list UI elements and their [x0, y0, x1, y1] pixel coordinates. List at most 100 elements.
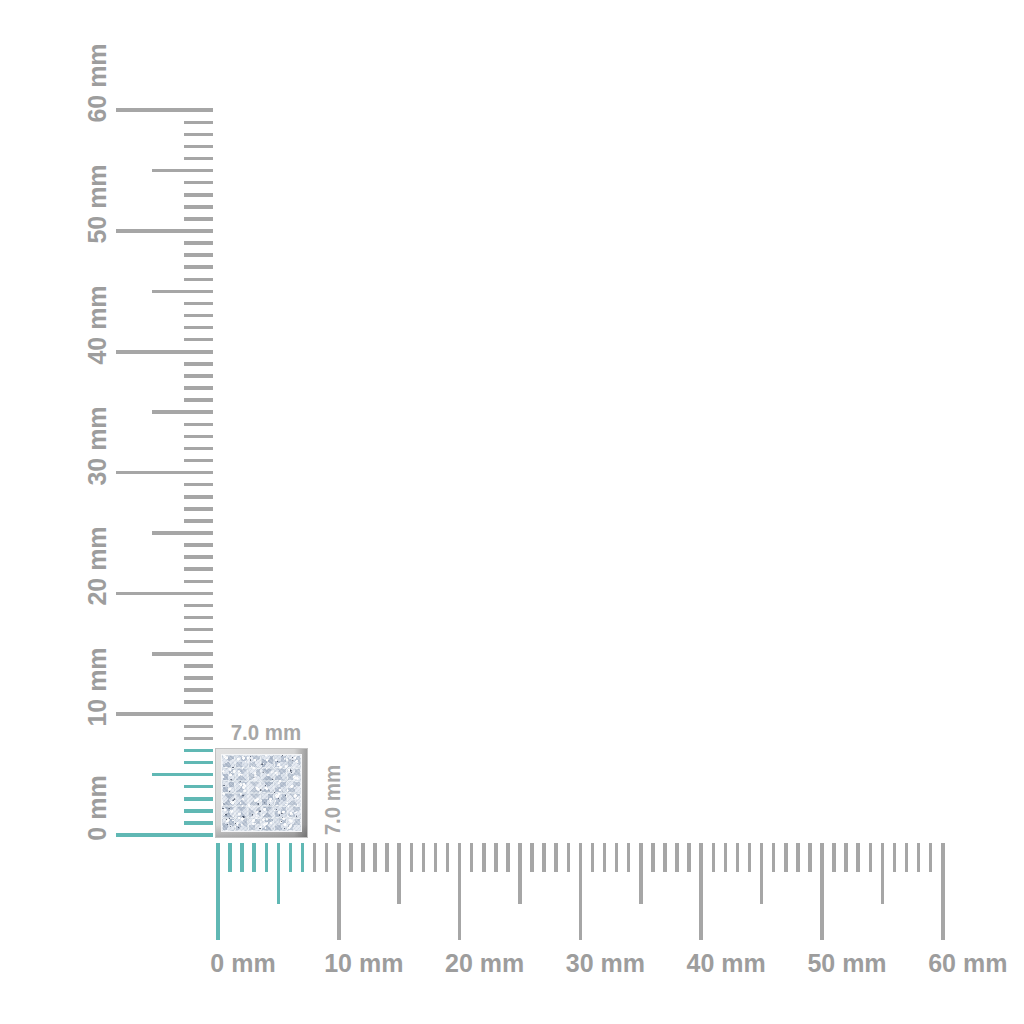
- v-tick-46mm: [184, 278, 213, 282]
- v-ruler-label-0: 0 mm: [83, 775, 112, 840]
- v-tick-23mm: [184, 555, 213, 559]
- h-tick-15mm: [397, 843, 401, 904]
- v-tick-37mm: [184, 386, 213, 390]
- v-tick-10mm: [116, 712, 213, 716]
- h-tick-59mm: [929, 843, 933, 872]
- h-tick-13mm: [373, 843, 377, 872]
- h-tick-12mm: [361, 843, 365, 872]
- v-tick-16mm: [184, 640, 213, 644]
- h-tick-20mm: [458, 843, 462, 940]
- v-tick-11mm: [184, 700, 213, 704]
- h-tick-51mm: [832, 843, 836, 872]
- v-tick-9mm: [184, 725, 213, 729]
- v-tick-60mm: [116, 108, 213, 112]
- h-tick-21mm: [470, 843, 474, 872]
- h-tick-24mm: [506, 843, 510, 872]
- v-tick-38mm: [184, 374, 213, 378]
- h-tick-36mm: [651, 843, 655, 872]
- v-tick-28mm: [184, 495, 213, 499]
- h-tick-19mm: [446, 843, 450, 872]
- h-tick-27mm: [542, 843, 546, 872]
- v-tick-33mm: [184, 435, 213, 439]
- h-tick-41mm: [712, 843, 716, 872]
- v-tick-31mm: [184, 459, 213, 463]
- v-tick-57mm: [184, 145, 213, 149]
- v-ruler-label-30: 30 mm: [83, 406, 112, 485]
- v-tick-22mm: [184, 567, 213, 571]
- v-tick-24mm: [184, 543, 213, 547]
- h-ruler-label-50: 50 mm: [807, 949, 886, 978]
- v-tick-4mm: [184, 785, 213, 789]
- h-tick-33mm: [615, 843, 619, 872]
- h-tick-29mm: [567, 843, 571, 872]
- v-tick-52mm: [184, 205, 213, 209]
- h-tick-54mm: [869, 843, 873, 872]
- h-tick-58mm: [917, 843, 921, 872]
- v-ruler-label-40: 40 mm: [83, 285, 112, 364]
- h-tick-60mm: [941, 843, 945, 940]
- h-tick-44mm: [748, 843, 752, 872]
- h-tick-14mm: [385, 843, 389, 872]
- h-tick-56mm: [893, 843, 897, 872]
- v-tick-0mm: [116, 833, 213, 837]
- h-tick-53mm: [856, 843, 860, 872]
- h-tick-17mm: [422, 843, 426, 872]
- h-tick-38mm: [675, 843, 679, 872]
- v-tick-26mm: [184, 519, 213, 523]
- h-tick-2mm: [240, 843, 244, 872]
- h-tick-28mm: [554, 843, 558, 872]
- v-tick-21mm: [184, 580, 213, 584]
- v-tick-49mm: [184, 241, 213, 245]
- h-ruler-label-20: 20 mm: [445, 949, 524, 978]
- h-tick-4mm: [265, 843, 269, 872]
- v-ruler-label-60: 60 mm: [83, 44, 112, 123]
- product-image: [215, 748, 308, 838]
- h-tick-32mm: [603, 843, 607, 872]
- v-tick-3mm: [184, 797, 213, 801]
- v-tick-8mm: [184, 737, 213, 741]
- v-tick-51mm: [184, 217, 213, 221]
- v-tick-19mm: [184, 604, 213, 608]
- h-tick-43mm: [736, 843, 740, 872]
- h-tick-30mm: [579, 843, 583, 940]
- v-tick-27mm: [184, 507, 213, 511]
- h-tick-42mm: [724, 843, 728, 872]
- h-tick-55mm: [881, 843, 885, 904]
- h-tick-39mm: [687, 843, 691, 872]
- v-ruler-label-10: 10 mm: [83, 648, 112, 727]
- v-tick-2mm: [184, 809, 213, 813]
- v-tick-6mm: [184, 761, 213, 765]
- v-tick-30mm: [116, 471, 213, 475]
- h-tick-16mm: [410, 843, 414, 872]
- v-tick-5mm: [152, 773, 213, 777]
- v-tick-35mm: [152, 410, 213, 414]
- measurement-diagram: 0 mm10 mm20 mm30 mm40 mm50 mm60 mm 0 mm1…: [0, 0, 1024, 1024]
- v-tick-17mm: [184, 628, 213, 632]
- h-tick-45mm: [760, 843, 764, 904]
- v-tick-59mm: [184, 121, 213, 125]
- v-tick-41mm: [184, 338, 213, 342]
- v-tick-18mm: [184, 616, 213, 620]
- v-tick-56mm: [184, 157, 213, 161]
- h-tick-34mm: [627, 843, 631, 872]
- h-tick-48mm: [796, 843, 800, 872]
- v-tick-15mm: [152, 652, 213, 656]
- h-tick-25mm: [518, 843, 522, 904]
- v-tick-1mm: [184, 821, 213, 825]
- h-tick-40mm: [699, 843, 703, 940]
- v-tick-54mm: [184, 181, 213, 185]
- h-tick-3mm: [252, 843, 256, 872]
- item-width-label: 7.0 mm: [231, 720, 302, 746]
- v-ruler-label-50: 50 mm: [83, 164, 112, 243]
- v-tick-34mm: [184, 423, 213, 427]
- h-tick-57mm: [905, 843, 909, 872]
- v-tick-45mm: [152, 290, 213, 294]
- h-tick-22mm: [482, 843, 486, 872]
- v-tick-7mm: [184, 749, 213, 753]
- h-tick-8mm: [313, 843, 317, 872]
- v-tick-32mm: [184, 447, 213, 451]
- h-tick-0mm: [216, 843, 220, 940]
- h-ruler-label-10: 10 mm: [324, 949, 403, 978]
- h-tick-6mm: [289, 843, 293, 872]
- h-ruler-label-30: 30 mm: [566, 949, 645, 978]
